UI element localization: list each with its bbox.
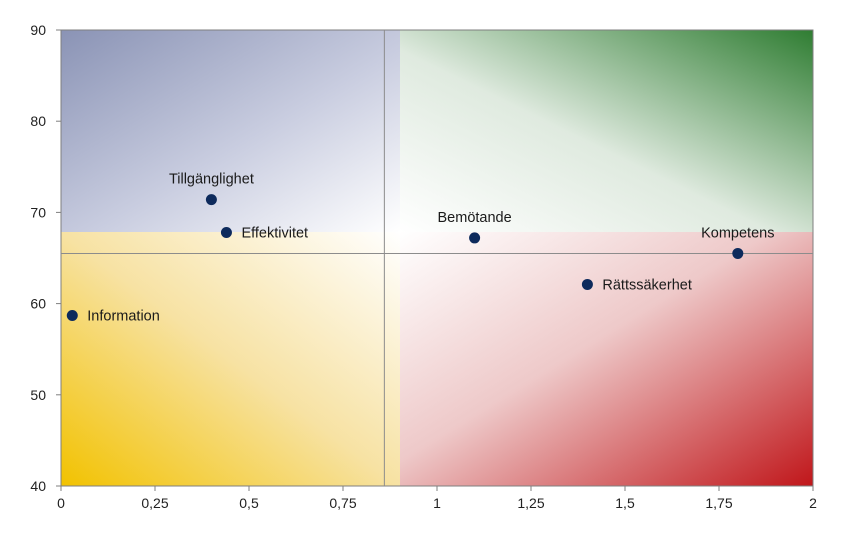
quadrant-top-left [61, 30, 400, 232]
x-tick-label: 1,75 [705, 495, 732, 511]
y-tick-label: 80 [30, 113, 46, 129]
data-point-label: Rättssäkerhet [602, 277, 691, 293]
data-point [581, 278, 593, 290]
data-point [220, 226, 232, 238]
data-point-label: Effektivitet [241, 225, 308, 241]
axes: 0 0,25 0,5 0,75 1 1,25 1,5 1,75 2 40 50 60 70 80 90 [30, 22, 817, 511]
quadrant-bottom-left [61, 232, 400, 486]
quadrant-top-right [400, 30, 813, 232]
data-point [732, 247, 744, 259]
quadrant-bottom-right [400, 232, 813, 486]
y-tick-label: 40 [30, 478, 46, 494]
y-tick-label: 60 [30, 296, 46, 312]
x-tick-label: 2 [809, 495, 817, 511]
y-tick-label: 90 [30, 22, 46, 38]
data-point [66, 309, 78, 321]
x-tick-label: 1,25 [517, 495, 544, 511]
y-tick-label: 70 [30, 204, 46, 220]
data-point-label: Tillgänglighet [169, 172, 254, 188]
y-tick-label: 50 [30, 387, 46, 403]
data-point [469, 232, 481, 244]
x-tick-label: 0,5 [239, 495, 259, 511]
data-point-label: Information [87, 308, 160, 324]
x-tick-label: 0,25 [141, 495, 168, 511]
x-tick-label: 1 [433, 495, 441, 511]
x-tick-label: 1,5 [615, 495, 635, 511]
x-tick-label: 0,75 [329, 495, 356, 511]
data-points: Information Tillgänglighet Effektivitet Bem… [66, 172, 774, 324]
data-point-label: Kompetens [701, 225, 774, 241]
data-point-label: Bemötande [438, 210, 512, 226]
quadrant-backgrounds [61, 30, 813, 486]
x-tick-label: 0 [57, 495, 65, 511]
data-point [205, 194, 217, 206]
